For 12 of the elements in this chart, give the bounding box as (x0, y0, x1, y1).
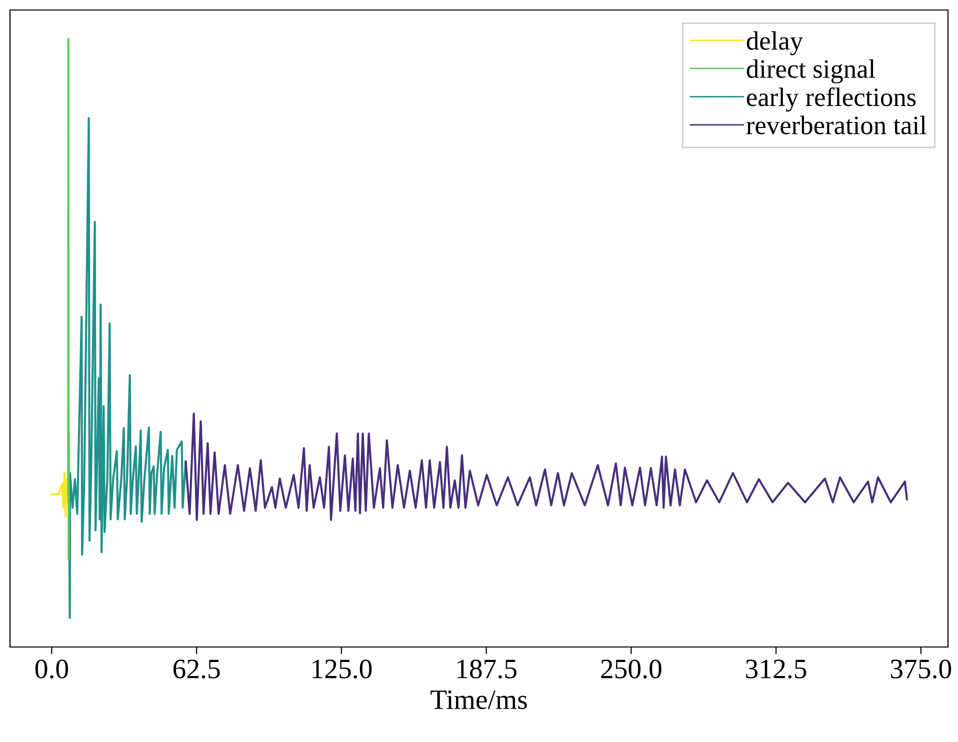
x-tick-label: 125.0 (312, 660, 372, 678)
x-tick-label: 0.0 (35, 660, 68, 678)
x-tick-label: 375.0 (890, 660, 952, 678)
legend-label: reverberation tail (746, 116, 926, 134)
x-tick-label: 312.5 (746, 660, 806, 678)
x-tick-label: 250.0 (601, 660, 662, 678)
x-tick-label: 187.5 (457, 660, 516, 678)
legend-label: direct signal (746, 59, 876, 84)
x-axis-title: Time/ms (430, 690, 527, 710)
x-tick-label: 62.5 (173, 660, 220, 678)
legend-label: early reflections (746, 87, 916, 112)
legend-label: delay (746, 31, 803, 56)
